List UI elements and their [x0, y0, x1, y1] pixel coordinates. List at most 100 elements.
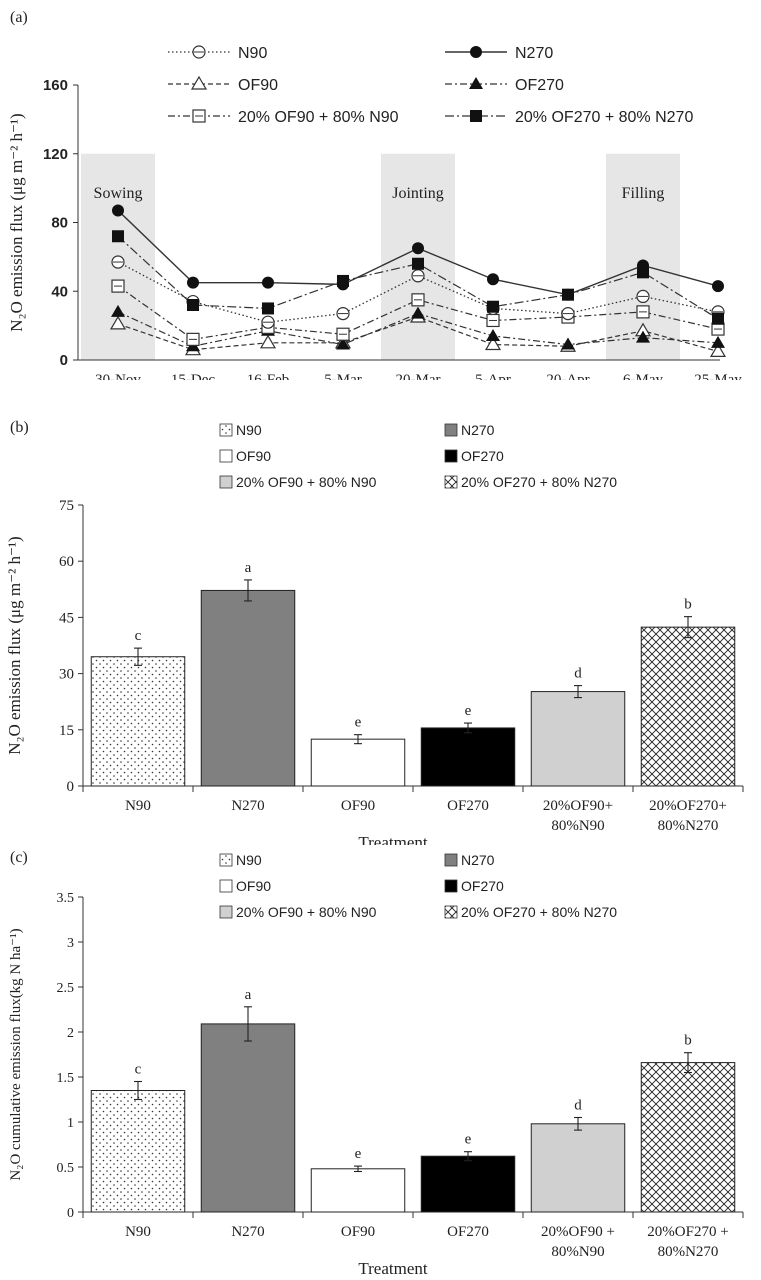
significance-letter: e — [465, 703, 472, 719]
y-tick-label: 75 — [59, 498, 74, 514]
data-point — [336, 337, 350, 350]
legend-entry-0: N90 — [168, 45, 267, 62]
y-tick-label: 80 — [51, 215, 68, 232]
data-point — [262, 302, 274, 315]
data-point — [187, 276, 199, 289]
series-1 — [112, 204, 724, 301]
x-tick-label: OF270 — [447, 798, 489, 814]
legend-swatch — [219, 879, 233, 893]
y-tick-label: 120 — [43, 146, 68, 163]
legend-swatch — [219, 423, 233, 437]
legend-entry-1: N270 — [445, 45, 553, 62]
x-tick-label: N270 — [231, 798, 264, 814]
panel-label: (a) — [10, 9, 28, 26]
legend-marker — [470, 46, 482, 58]
bar — [640, 1062, 736, 1213]
legend-label: N90 — [236, 852, 262, 868]
y-tick-label: 45 — [59, 610, 74, 626]
legend-swatch — [444, 423, 458, 437]
x-tick-label: 5-Mar — [324, 372, 362, 380]
data-point — [111, 304, 125, 317]
legend-entry-4: 20% OF90 + 80% N90 — [168, 109, 399, 126]
data-point — [337, 278, 349, 291]
x-tick-label: 80%N270 — [658, 818, 719, 834]
legend-entry-1: N270 — [444, 852, 495, 868]
x-tick-label: N270 — [231, 1224, 264, 1240]
data-point — [637, 259, 649, 272]
data-point — [412, 257, 424, 270]
significance-letter: e — [355, 715, 362, 731]
data-point — [187, 299, 199, 311]
legend-label: N90 — [238, 45, 267, 62]
stage-label: Sowing — [94, 185, 143, 202]
data-point — [411, 306, 425, 319]
y-tick-label: 160 — [43, 77, 68, 94]
legend-swatch — [444, 905, 458, 919]
legend-marker — [190, 75, 208, 90]
significance-letter: d — [574, 666, 582, 682]
y-tick-label: 1.5 — [57, 1071, 75, 1086]
legend-label: N90 — [236, 422, 262, 438]
legend-entry-2: OF90 — [168, 75, 278, 94]
data-point — [711, 335, 725, 348]
data-point — [112, 204, 124, 217]
x-tick-label: 30-Nov — [95, 372, 141, 380]
legend-entry-5: 20% OF270 + 80% N270 — [445, 109, 693, 126]
x-tick-label: 16-Feb — [247, 372, 290, 380]
legend-swatch — [444, 879, 458, 893]
bar — [200, 589, 296, 787]
legend-label: OF90 — [236, 878, 271, 894]
legend-swatch — [444, 853, 458, 867]
x-tick-label: 20%OF270+ — [649, 798, 727, 814]
line-chart-panel-a: (a) Sowing Jointing Filling 0 40 80 120 160 30-No… — [7, 9, 742, 380]
legend-swatch — [219, 905, 233, 919]
legend-swatch — [444, 449, 458, 463]
x-tick-label: OF90 — [341, 1224, 375, 1240]
bar — [640, 626, 736, 787]
x-tick-label: 80%N90 — [551, 818, 604, 834]
data-point — [709, 343, 727, 358]
bar — [200, 1023, 296, 1213]
y-tick-label: 0 — [60, 352, 68, 369]
y-tick-label: 15 — [59, 723, 74, 739]
legend-marker — [470, 110, 482, 122]
bar — [310, 1168, 406, 1213]
data-point — [487, 273, 499, 286]
legend-entry-3: OF270 — [444, 448, 504, 464]
legend-entry-5: 20% OF270 + 80% N270 — [444, 474, 617, 490]
significance-letter: e — [465, 1132, 472, 1148]
legend-entry-2: OF90 — [219, 448, 271, 464]
legend-label: 20% OF90 + 80% N90 — [236, 904, 377, 920]
y-tick-label: 0 — [67, 1206, 74, 1221]
bar — [90, 656, 186, 787]
legend-entry-0: N90 — [219, 852, 262, 868]
y-axis-label: N₂O cumulative emission flux(kg N ha⁻¹) — [8, 928, 24, 1180]
legend-label: 20% OF90 + 80% N90 — [238, 109, 399, 126]
legend-label: N270 — [461, 422, 495, 438]
x-tick-label: 25-May — [694, 372, 742, 380]
legend-label: OF270 — [515, 77, 564, 94]
legend-label: OF90 — [238, 77, 278, 94]
y-axis-label: N₂O emission flux (μg m⁻² h⁻¹) — [5, 536, 24, 754]
x-axis-label: Treatment — [358, 1259, 428, 1278]
y-tick-label: 60 — [59, 554, 74, 570]
x-tick-label: OF270 — [447, 1224, 489, 1240]
data-point — [636, 330, 650, 343]
significance-letter: a — [245, 560, 252, 576]
data-point — [259, 334, 277, 349]
data-point — [712, 280, 724, 293]
significance-letter: a — [245, 987, 252, 1003]
x-tick-label: 20%OF270 + — [647, 1224, 728, 1240]
bar — [530, 691, 626, 787]
data-point — [487, 300, 499, 313]
data-point — [561, 337, 575, 350]
bar — [530, 1123, 626, 1213]
y-tick-label: 3 — [67, 936, 74, 951]
y-tick-label: 0.5 — [57, 1161, 75, 1176]
legend-label: 20% OF270 + 80% N270 — [515, 109, 693, 126]
legend-label: OF90 — [236, 448, 271, 464]
legend-entry-1: N270 — [444, 422, 495, 438]
legend-label: OF270 — [461, 448, 504, 464]
significance-letter: c — [135, 628, 142, 644]
bar-chart-panel-c: (c) N90 N270 OF90 OF270 20% OF90 + 80% N90 20%… — [8, 849, 744, 1278]
